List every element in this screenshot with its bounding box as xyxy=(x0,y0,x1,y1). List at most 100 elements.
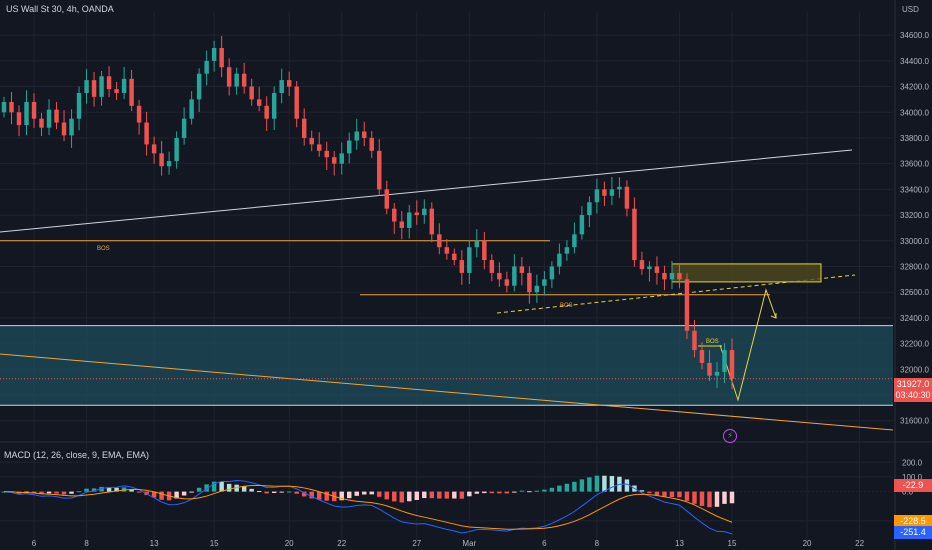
candle-body xyxy=(722,350,727,372)
candle-body xyxy=(452,253,457,261)
macd-histogram-bar xyxy=(84,488,89,492)
price-tick-label: 33200.0 xyxy=(900,211,929,220)
bos-small-label: BOS xyxy=(706,339,719,345)
time-tick-label: 20 xyxy=(285,539,294,548)
macd-histogram-bar xyxy=(407,491,412,502)
time-tick-label: 22 xyxy=(855,539,864,548)
macd-histogram-bar xyxy=(542,489,547,492)
candle-body xyxy=(234,73,239,87)
lightning-icon[interactable]: ⚡ xyxy=(723,429,737,443)
macd-histogram-bar xyxy=(241,486,247,492)
macd-histogram-bar xyxy=(316,491,322,500)
macd-histogram-bar xyxy=(256,491,262,493)
macd-histogram-bar xyxy=(489,491,495,494)
candle-body xyxy=(392,208,397,222)
macd-histogram-bar xyxy=(512,491,517,493)
candle-body xyxy=(414,212,420,216)
price-tick-label: 32800.0 xyxy=(900,262,929,271)
time-tick-label: 27 xyxy=(412,539,421,548)
candle-body xyxy=(76,92,82,119)
time-axis[interactable]: 6 8 13 15 20 22 27 Mar 6 8 13 15 20 22 xyxy=(32,539,865,548)
candle-body xyxy=(347,140,352,154)
candle-body xyxy=(54,109,59,123)
candle-body xyxy=(369,137,374,151)
macd-pane xyxy=(1,475,735,535)
candle-body xyxy=(339,153,344,164)
candle-body xyxy=(459,260,465,273)
candle-body xyxy=(9,101,14,113)
candle-body xyxy=(669,272,675,280)
macd-histogram-bar xyxy=(91,488,97,492)
currency-label: USD xyxy=(902,5,919,14)
candle-body xyxy=(106,76,112,90)
candle-body xyxy=(609,189,615,196)
time-tick-label: 8 xyxy=(595,539,600,548)
candle-body xyxy=(489,260,495,273)
macd-histogram-bar xyxy=(31,491,37,494)
candle-body xyxy=(384,189,389,209)
symbol-title[interactable]: US Wall St 30, 4h, OANDA xyxy=(6,4,114,14)
macd-histogram-bar xyxy=(549,487,555,492)
candle-body xyxy=(557,253,562,267)
candle-body xyxy=(444,247,450,254)
macd-histogram-bar xyxy=(437,491,442,499)
macd-histogram-bar xyxy=(159,491,164,500)
macd-histogram-bar xyxy=(639,490,645,492)
candle-body xyxy=(121,78,127,93)
candle-body xyxy=(84,80,89,93)
candle-body xyxy=(301,118,307,138)
macd-histogram-bar xyxy=(669,491,675,498)
time-tick-label: 22 xyxy=(337,539,346,548)
candle-body xyxy=(684,279,690,331)
macd-histogram-bar xyxy=(286,491,292,493)
macd-line xyxy=(3,480,733,535)
macd-title[interactable]: MACD (12, 26, close, 9, EMA, EMA) xyxy=(4,450,150,460)
macd-histogram-bar xyxy=(444,491,450,499)
candle-body xyxy=(46,109,52,128)
macd-histogram-bar xyxy=(377,491,382,497)
candle-body xyxy=(504,279,510,286)
macd-histogram-bar xyxy=(422,491,427,499)
candle-body xyxy=(422,208,427,216)
candle-body xyxy=(467,247,472,273)
macd-tick-label: 100.0 xyxy=(902,473,923,482)
candle-body xyxy=(729,350,735,379)
projection-arrowhead xyxy=(770,313,777,319)
price-tick-label: 32400.0 xyxy=(900,314,929,323)
price-axis[interactable]: 31600.031800.032000.032200.032400.032600… xyxy=(900,31,929,526)
macd-histogram-bar xyxy=(654,491,660,496)
candle-body xyxy=(474,240,480,248)
macd-histogram-bar xyxy=(692,491,697,504)
macd-histogram-bar xyxy=(114,487,119,492)
candle-body xyxy=(294,86,299,119)
candle-body xyxy=(24,101,29,126)
price-tick-label: 34400.0 xyxy=(900,57,929,66)
projection-path xyxy=(719,288,777,402)
time-tick-label: 20 xyxy=(803,539,812,548)
macd-histogram-bar xyxy=(219,481,224,492)
macd-histogram-bar xyxy=(54,491,59,494)
time-tick-label: 6 xyxy=(32,539,37,548)
macd-histogram-bar xyxy=(707,491,712,508)
macd-tick-label: 200.0 xyxy=(902,458,923,467)
macd-histogram-bar xyxy=(69,491,74,494)
price-tick-label: 33000.0 xyxy=(900,237,929,246)
candle-body xyxy=(316,144,322,151)
candle-body xyxy=(271,92,277,119)
macd-histogram-bar xyxy=(684,491,690,501)
macd-histogram-bar xyxy=(354,491,359,496)
macd-histogram-bar xyxy=(482,491,487,494)
candle-body xyxy=(354,131,359,141)
candle-body xyxy=(31,101,37,119)
candle-body xyxy=(279,80,284,93)
macd-histogram-bar xyxy=(347,491,352,499)
candle-body xyxy=(564,247,570,254)
candle-body xyxy=(204,60,209,74)
candle-body xyxy=(159,153,164,167)
macd-histogram-bar xyxy=(497,491,502,494)
macd-histogram-bar xyxy=(504,491,510,494)
candle-body xyxy=(39,118,44,128)
signal-line xyxy=(3,484,733,530)
macd-histogram-bar xyxy=(414,491,420,500)
